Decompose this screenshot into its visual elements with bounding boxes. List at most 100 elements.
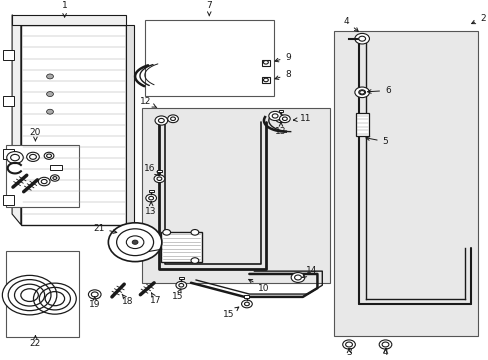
- Circle shape: [46, 74, 53, 79]
- Circle shape: [278, 117, 283, 121]
- Bar: [261, 59, 270, 66]
- Circle shape: [358, 90, 365, 95]
- Circle shape: [27, 152, 39, 161]
- Bar: [244, 296, 249, 298]
- Circle shape: [342, 340, 355, 349]
- Text: 5: 5: [365, 137, 387, 146]
- Circle shape: [191, 230, 199, 235]
- Bar: [50, 165, 62, 170]
- Bar: [3, 96, 14, 106]
- Circle shape: [263, 78, 268, 82]
- Text: 18: 18: [122, 294, 133, 306]
- Text: 22: 22: [30, 336, 41, 348]
- Circle shape: [7, 152, 23, 163]
- Text: 4: 4: [343, 17, 358, 32]
- Text: 6: 6: [366, 86, 390, 95]
- Circle shape: [163, 230, 170, 235]
- Text: 20: 20: [30, 129, 41, 141]
- Circle shape: [108, 223, 162, 262]
- Circle shape: [46, 154, 51, 158]
- Circle shape: [88, 290, 101, 299]
- Text: 13: 13: [145, 202, 157, 216]
- Polygon shape: [12, 15, 126, 25]
- Text: 7: 7: [206, 1, 212, 16]
- Text: 14: 14: [302, 266, 317, 278]
- Circle shape: [116, 229, 153, 256]
- Bar: [144, 20, 273, 96]
- Circle shape: [179, 283, 183, 287]
- Text: 13: 13: [275, 122, 286, 136]
- Circle shape: [158, 118, 164, 123]
- Text: 17: 17: [150, 293, 162, 305]
- Text: 15: 15: [171, 289, 183, 301]
- Circle shape: [381, 342, 388, 347]
- Circle shape: [354, 87, 369, 98]
- Circle shape: [50, 175, 59, 181]
- Bar: [278, 110, 283, 112]
- Circle shape: [41, 179, 47, 184]
- Circle shape: [176, 282, 186, 289]
- Text: 4: 4: [382, 348, 387, 357]
- Text: 3: 3: [346, 348, 351, 357]
- Bar: [161, 231, 202, 262]
- Circle shape: [148, 196, 153, 200]
- Circle shape: [282, 117, 287, 121]
- Circle shape: [132, 240, 138, 244]
- Circle shape: [191, 258, 199, 264]
- Circle shape: [46, 91, 53, 96]
- Circle shape: [170, 117, 175, 121]
- Circle shape: [268, 111, 281, 121]
- Bar: [126, 25, 133, 225]
- Bar: [157, 170, 162, 172]
- Bar: [334, 31, 477, 336]
- Circle shape: [279, 115, 289, 123]
- Circle shape: [345, 342, 352, 347]
- Circle shape: [241, 300, 252, 308]
- Circle shape: [244, 302, 249, 306]
- Text: 11: 11: [293, 114, 310, 123]
- Circle shape: [30, 154, 36, 159]
- Bar: [142, 108, 329, 283]
- Circle shape: [145, 194, 156, 202]
- Bar: [3, 149, 14, 159]
- Circle shape: [11, 154, 20, 161]
- Circle shape: [294, 275, 301, 280]
- Text: 15: 15: [223, 307, 238, 319]
- Circle shape: [2, 275, 57, 315]
- Text: 2: 2: [471, 14, 485, 24]
- Polygon shape: [12, 15, 21, 225]
- Text: 9: 9: [274, 53, 290, 62]
- Circle shape: [358, 36, 365, 41]
- Text: 19: 19: [89, 297, 101, 310]
- Circle shape: [91, 292, 98, 297]
- Bar: [3, 195, 14, 205]
- Circle shape: [272, 114, 278, 118]
- Circle shape: [46, 109, 53, 114]
- Bar: [356, 113, 368, 136]
- Text: 10: 10: [248, 279, 269, 293]
- Circle shape: [126, 236, 143, 248]
- Text: 21: 21: [93, 224, 117, 233]
- Circle shape: [263, 60, 268, 64]
- Text: 16: 16: [143, 164, 158, 175]
- Circle shape: [378, 340, 391, 349]
- Circle shape: [167, 115, 178, 123]
- Bar: [148, 190, 153, 192]
- Bar: [179, 277, 183, 279]
- Bar: [6, 145, 79, 207]
- Text: 8: 8: [274, 70, 290, 80]
- Circle shape: [275, 115, 286, 123]
- Circle shape: [157, 177, 162, 180]
- Text: 1: 1: [61, 1, 67, 17]
- Circle shape: [359, 91, 364, 94]
- Circle shape: [44, 152, 54, 159]
- Text: 12: 12: [140, 97, 157, 108]
- Bar: [6, 251, 79, 337]
- Bar: [21, 25, 126, 225]
- Circle shape: [354, 33, 369, 44]
- Bar: [261, 77, 270, 84]
- Circle shape: [53, 177, 57, 179]
- Circle shape: [38, 177, 50, 186]
- Circle shape: [290, 273, 304, 283]
- Circle shape: [155, 116, 167, 125]
